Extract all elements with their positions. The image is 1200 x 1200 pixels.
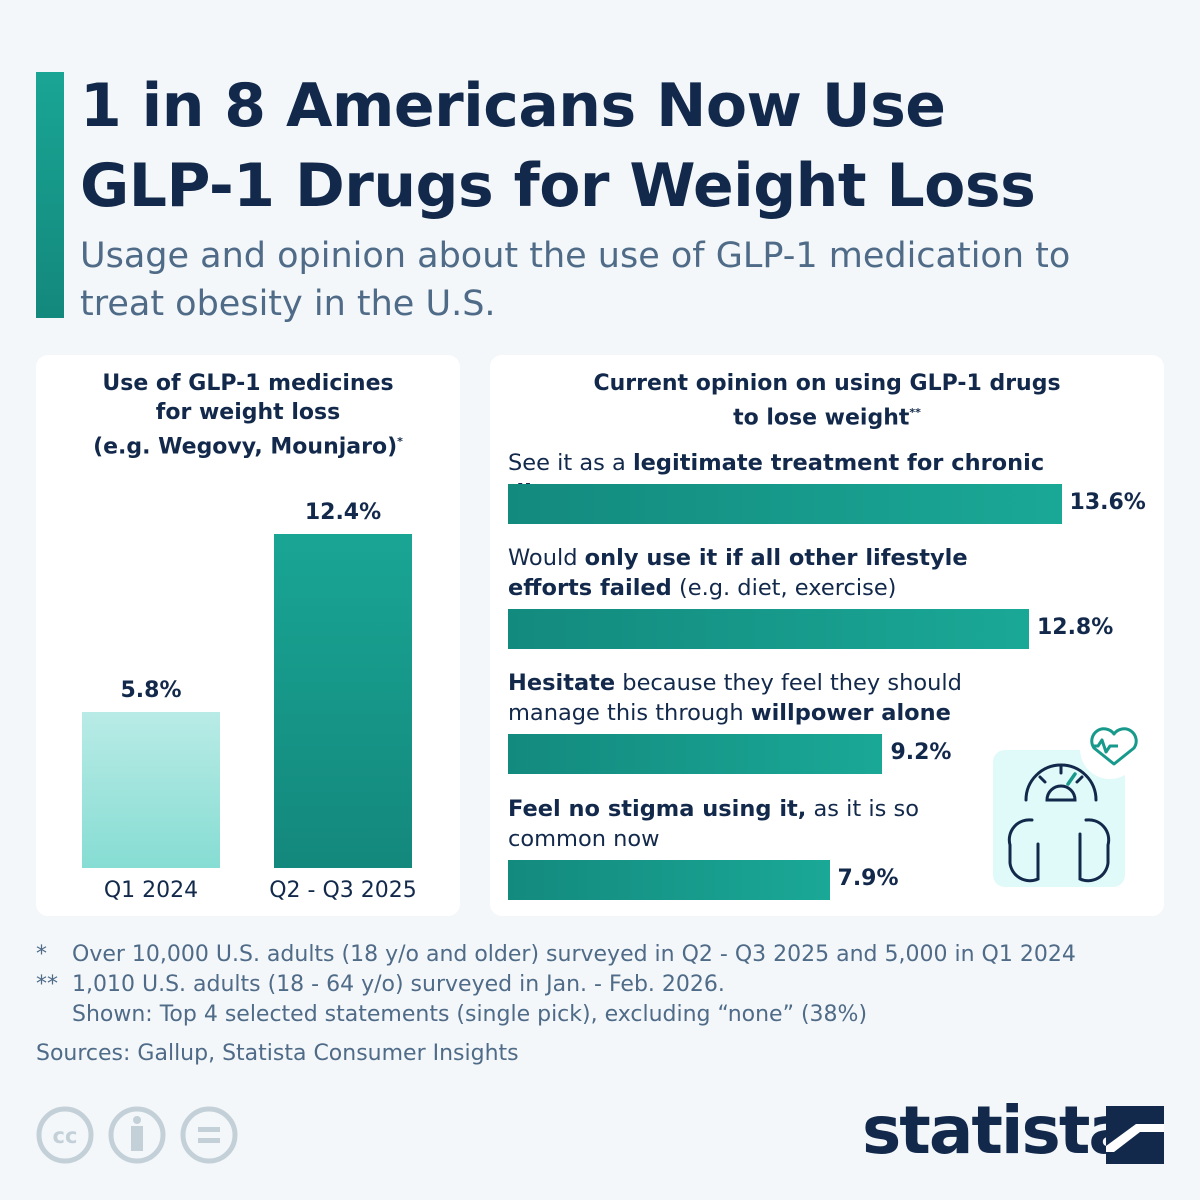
attribution-icon [108,1106,166,1164]
footnote-1: * Over 10,000 U.S. adults (18 y/o and old… [36,942,1076,967]
opinion-value-label: 9.2% [890,740,952,765]
opinion-bar [508,609,1029,649]
opinion-value-label: 7.9% [837,866,899,891]
footnote-3: Shown: Top 4 selected statements (single… [72,1002,868,1027]
subtitle: Usage and opinion about the use of GLP-1… [80,236,1071,324]
usage-value-label: 12.4% [304,500,382,526]
no-derivatives-icon [180,1106,238,1164]
title-accent-bar [36,72,64,318]
statement-text: See it as a [508,450,633,476]
statement-text: (e.g. diet, exercise) [671,575,897,601]
opinion-bar [508,734,883,774]
statement-text: willpower alone [750,700,951,726]
statement-text: Feel no stigma using it, [508,796,807,822]
statement-text: only use it if all other lifestyle effor… [508,545,968,601]
opinion-statement: Would only use it if all other lifestyle… [508,543,978,603]
weight-scale-icon [993,727,1138,887]
svg-text:cc: cc [53,1124,78,1148]
cc-icon [36,1106,94,1164]
opinion-bar [508,484,1062,524]
statista-logo: statista [862,1092,1133,1169]
usage-bar [82,711,220,868]
statement-text: because they feel they should manage thi… [508,670,962,726]
usage-bar [274,534,412,868]
page-title: 1 in 8 Americans Now Use GLP-1 Drugs for … [80,71,1036,221]
opinion-chart-title: Current opinion on using GLP-1 drugs to … [593,371,1061,431]
usage-category-label: Q1 2024 [103,878,199,903]
usage-value-label: 5.8% [120,677,182,703]
opinion-statement: Feel no stigma using it, as it is so com… [508,794,978,854]
statista-logo-icon [1106,1106,1164,1164]
opinion-value-label: 13.6% [1069,490,1146,515]
statement-text: as it is so common now [508,796,920,852]
statement-text: Would [508,545,585,571]
usage-category-label: Q2 - Q3 2025 [269,878,417,903]
opinion-statement: Hesitate because they feel they should m… [508,668,978,728]
usage-chart-title: Use of GLP-1 medicines for weight loss (e… [93,371,403,460]
statement-text: Hesitate [508,670,616,696]
opinion-bar [508,860,830,900]
opinion-value-label: 12.8% [1036,615,1114,640]
license-icons: cc [36,1106,238,1164]
footnote-2: ** 1,010 U.S. adults (18 - 64 y/o) survey… [36,972,725,997]
sources: Sources: Gallup, Statista Consumer Insig… [36,1041,519,1066]
